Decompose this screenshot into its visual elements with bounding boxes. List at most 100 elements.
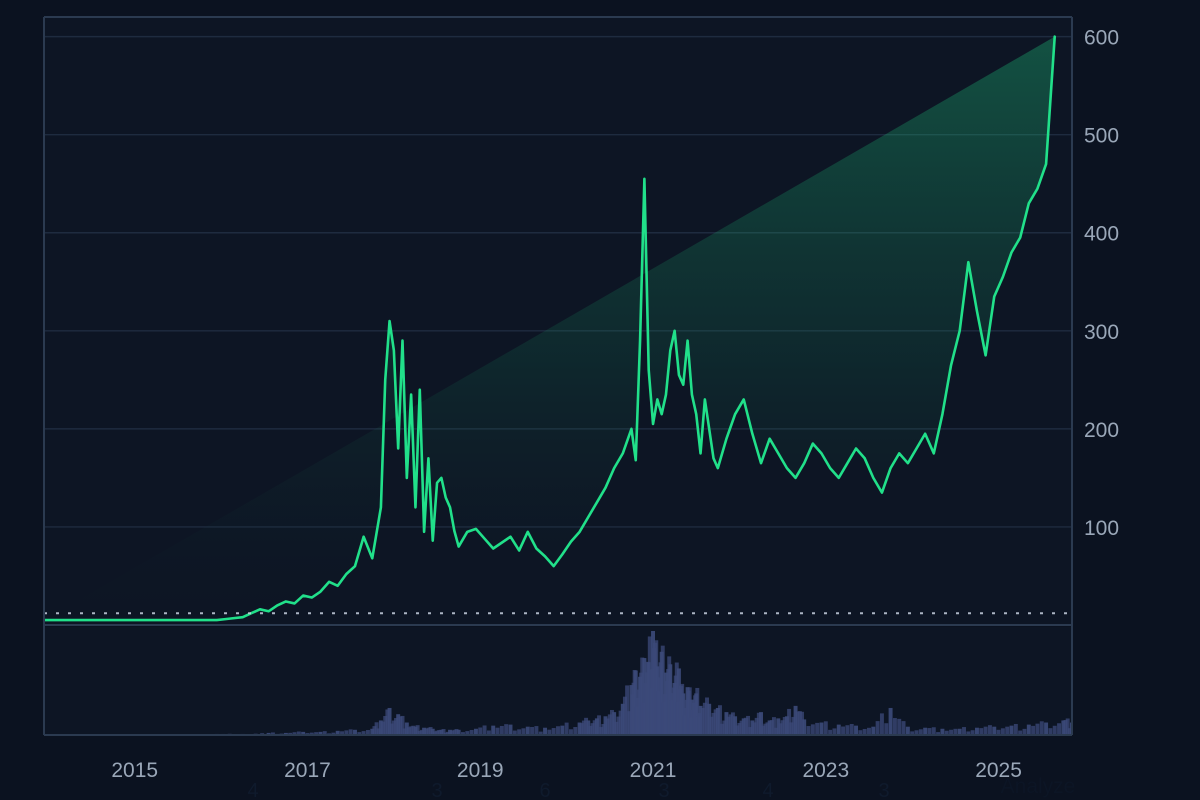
volume-bar	[504, 724, 509, 735]
volume-bar	[283, 732, 288, 735]
volume-bar	[905, 726, 910, 735]
volume-bar	[791, 716, 796, 735]
volume-bar	[743, 717, 748, 735]
x-tick-2021: 2021	[630, 759, 677, 782]
volume-bar	[810, 724, 815, 735]
price-line	[44, 35, 1057, 622]
volume-bar	[841, 726, 846, 735]
volume-bar	[478, 727, 483, 735]
volume-bar	[675, 701, 680, 735]
volume-bar	[348, 729, 353, 735]
volume-bar	[910, 731, 915, 735]
x-tick-2025: 2025	[975, 759, 1022, 782]
volume-bar	[849, 723, 854, 735]
volume-bar	[357, 732, 362, 735]
volume-bar	[1048, 728, 1053, 735]
volume-bar	[309, 732, 314, 735]
volume-bar	[771, 717, 776, 735]
volume-bar	[823, 721, 828, 735]
volume-bar	[983, 726, 988, 735]
volume-bar	[404, 722, 409, 735]
volume-bar	[588, 725, 593, 735]
volume-bar	[1044, 722, 1049, 735]
volume-bar	[763, 723, 768, 735]
x-tick-2015: 2015	[111, 759, 158, 782]
volume-bar	[780, 720, 785, 735]
volume-bar	[687, 687, 692, 735]
volume-bar	[521, 728, 526, 735]
volume-bar	[387, 707, 392, 735]
volume-bar	[726, 716, 731, 735]
volume-bar	[739, 720, 744, 735]
volume-bar	[674, 662, 679, 735]
volume-bar	[1031, 725, 1036, 735]
volume-bar	[543, 727, 548, 735]
analyze-label[interactable]: Analyze	[1001, 775, 1076, 798]
volume-bar	[400, 715, 405, 735]
volume-bar	[1065, 718, 1070, 735]
volume-bar	[618, 710, 623, 735]
volume-bar	[1052, 725, 1057, 735]
volume-bar	[752, 722, 757, 735]
volume-bar	[612, 712, 617, 735]
volume-bar	[996, 729, 1001, 735]
volume-bar	[547, 729, 552, 735]
volume-bar	[340, 731, 345, 735]
x-tick-2023: 2023	[802, 759, 849, 782]
volume-bar	[622, 696, 627, 735]
volume-bar	[707, 703, 712, 735]
volume-bar	[897, 718, 902, 735]
volume-bar	[927, 728, 932, 735]
volume-bar	[491, 725, 496, 735]
volume-bar	[800, 711, 805, 735]
volume-bar	[361, 731, 366, 735]
volume-bar	[353, 729, 357, 735]
sub-tick-1: 3	[431, 780, 442, 800]
volume-bar	[517, 729, 522, 735]
sub-tick-4: 4	[762, 780, 773, 800]
volume-bar	[465, 731, 470, 735]
volume-bar	[534, 726, 539, 735]
volume-bar	[426, 727, 431, 735]
sub-tick-3: 3	[658, 780, 669, 800]
volume-bar	[573, 727, 578, 735]
x-tick-2019: 2019	[457, 759, 504, 782]
volume-bar	[584, 717, 589, 735]
volume-bar	[482, 725, 487, 735]
volume-bar	[461, 732, 465, 735]
volume-bar	[828, 729, 833, 735]
volume-bar	[432, 731, 437, 735]
volume-bar	[782, 716, 787, 735]
volume-bar	[759, 712, 763, 735]
volume-bar	[711, 712, 716, 735]
volume-bar	[374, 722, 379, 735]
volume-bar	[815, 722, 820, 735]
volume-bar	[884, 723, 889, 735]
volume-bar	[422, 727, 427, 735]
volume-bar	[737, 722, 742, 735]
volume-bar	[389, 723, 394, 735]
volume-bar	[454, 729, 459, 735]
volume-bar	[975, 727, 979, 735]
volume-bar	[695, 687, 700, 735]
volume-bar	[713, 709, 718, 735]
volume-bar	[456, 729, 461, 735]
volume-bar	[314, 732, 319, 735]
volume-bar	[538, 731, 543, 735]
volume-bar	[862, 728, 867, 735]
volume-bar	[394, 718, 398, 735]
volume-bar	[1067, 728, 1072, 735]
volume-bar	[592, 720, 597, 735]
volume-bar	[398, 716, 403, 735]
volume-bar	[1022, 728, 1027, 735]
volume-bar	[452, 729, 457, 735]
volume-bar	[450, 730, 455, 735]
volume-bar	[637, 689, 641, 735]
volume-bar	[603, 716, 608, 735]
volume-bar	[288, 732, 293, 735]
volume-bar	[966, 731, 971, 735]
volume-bar	[722, 720, 727, 735]
volume-bar	[383, 716, 388, 735]
volume-bar	[875, 721, 880, 735]
